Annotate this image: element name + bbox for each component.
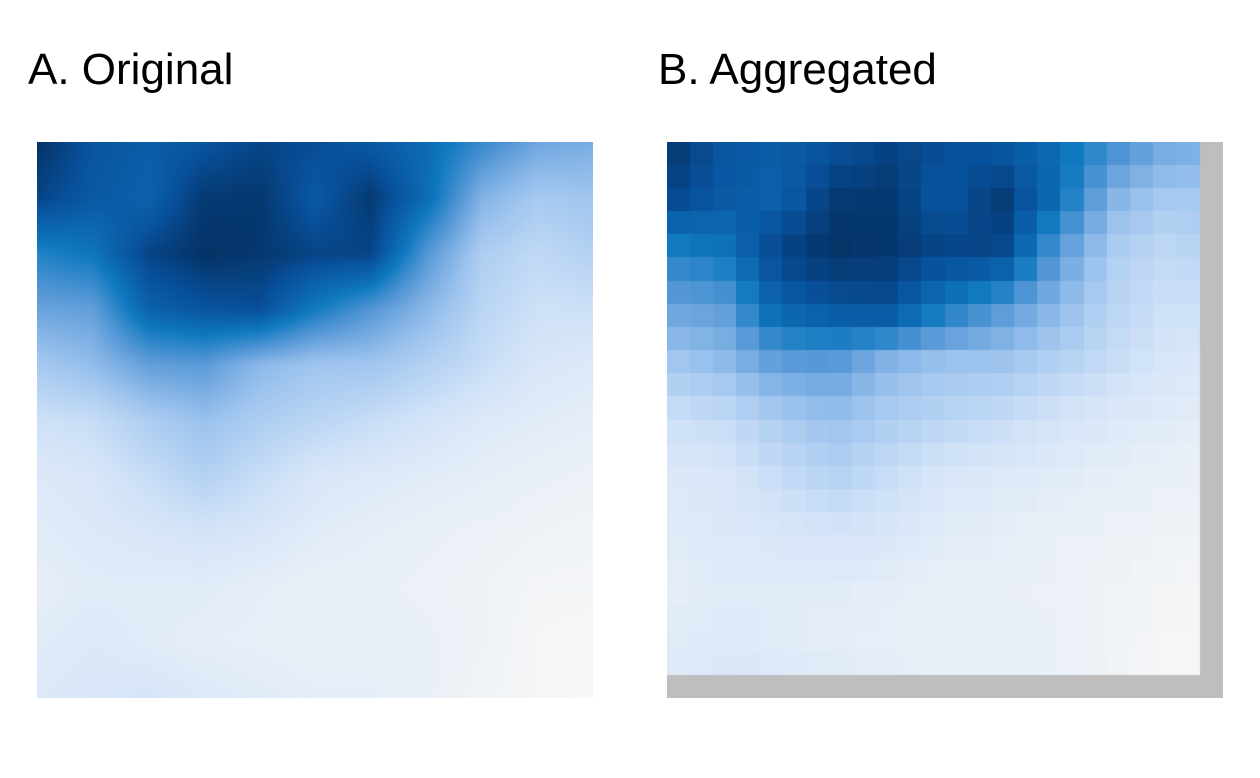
aggregated-heatmap: [667, 142, 1223, 698]
original-heatmap: [37, 142, 593, 698]
panel-b-title: B. Aggregated: [658, 45, 937, 94]
original-heatmap-raster: [37, 142, 593, 698]
aggregated-heatmap-raster: [667, 142, 1223, 698]
panel-a-title: A. Original: [28, 45, 234, 94]
